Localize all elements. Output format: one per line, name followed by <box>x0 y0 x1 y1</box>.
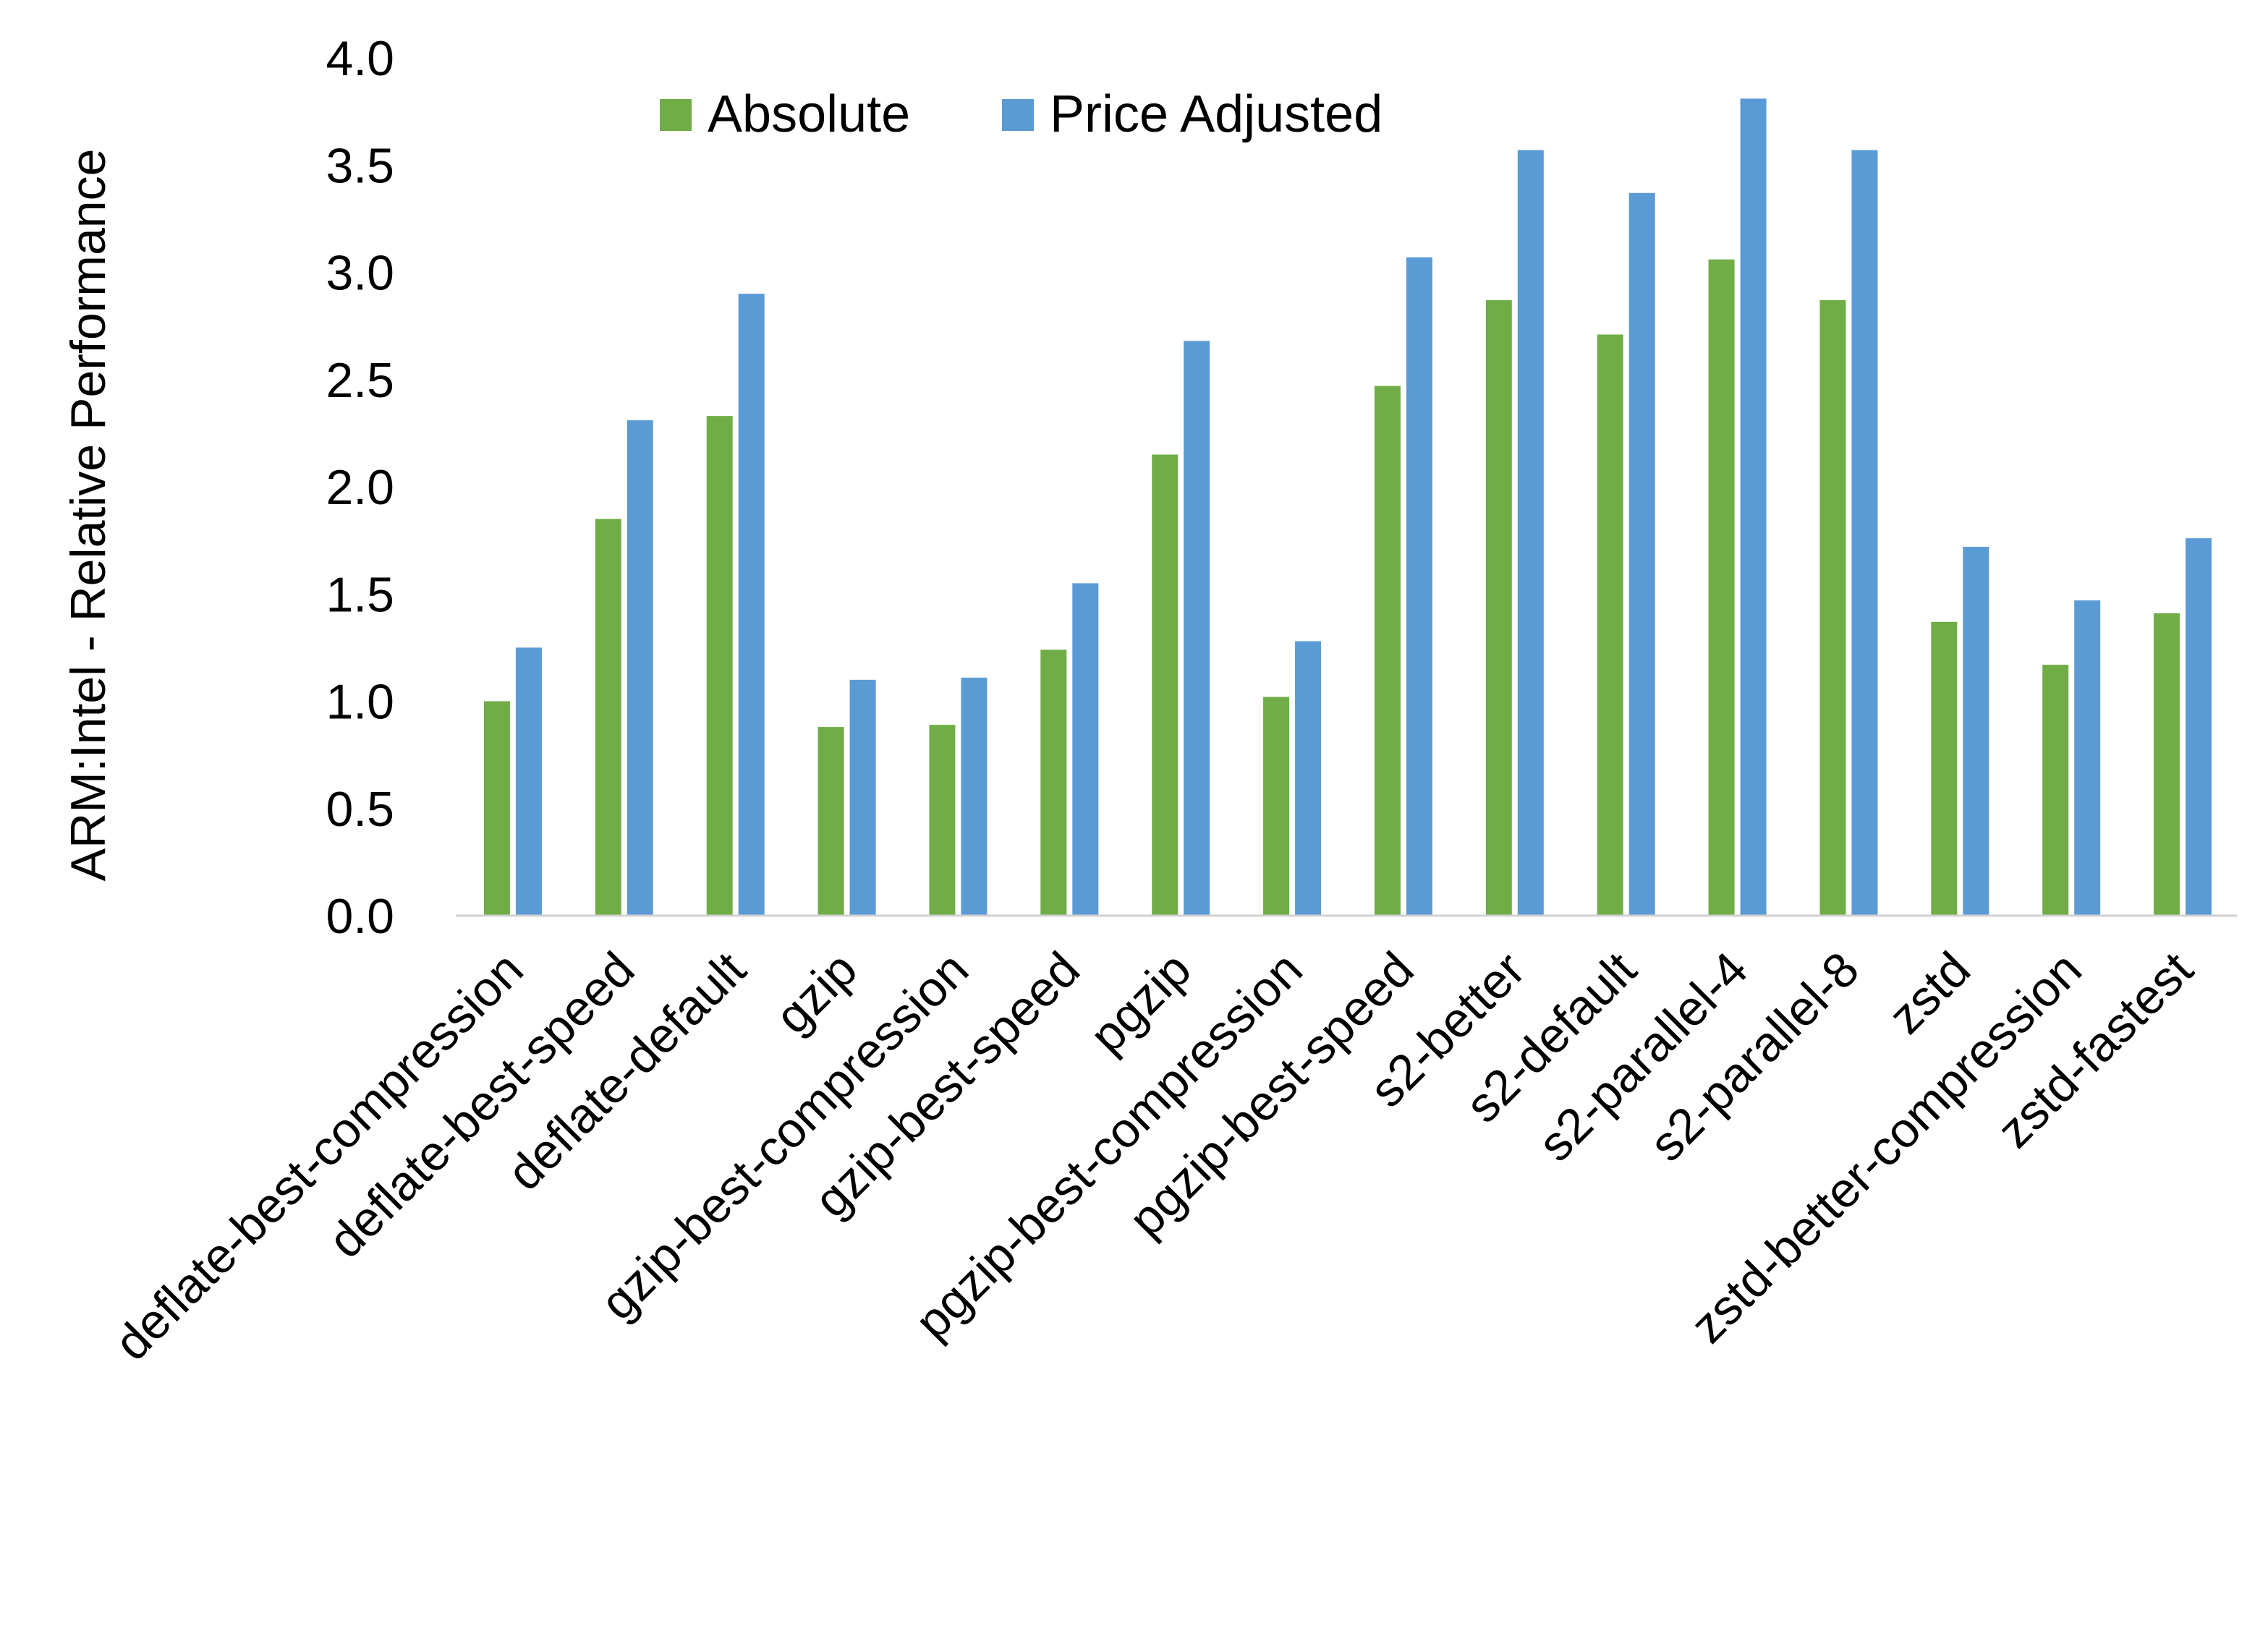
bar-absolute <box>929 725 956 916</box>
y-tick-label: 1.0 <box>326 675 394 730</box>
y-tick-label: 1.5 <box>326 567 394 622</box>
bar-price-adjusted <box>1963 547 1989 916</box>
bar-price-adjusted <box>2074 600 2101 916</box>
legend-swatch <box>660 99 692 131</box>
bar-price-adjusted <box>1517 150 1544 916</box>
bar-absolute <box>2154 613 2180 916</box>
bar-price-adjusted <box>1295 641 1322 916</box>
legend-swatch <box>1002 99 1034 131</box>
bar-price-adjusted <box>961 677 988 916</box>
bar-absolute <box>706 416 733 916</box>
bar-absolute <box>1485 300 1512 916</box>
bar-absolute <box>1152 454 1178 916</box>
bar-absolute <box>1708 259 1735 916</box>
y-tick-label: 2.0 <box>326 460 394 515</box>
bar-absolute <box>1263 697 1290 916</box>
bar-absolute <box>1040 649 1067 916</box>
legend-label: Price Adjusted <box>1050 85 1383 143</box>
bar-price-adjusted <box>515 647 542 916</box>
y-tick-label: 4.0 <box>326 31 394 86</box>
bar-absolute <box>817 727 844 916</box>
bar-absolute <box>1597 334 1623 916</box>
legend: Absolute Price Adjusted <box>660 85 1383 143</box>
bar-price-adjusted <box>627 420 653 916</box>
bar-price-adjusted <box>738 294 765 916</box>
bar-price-adjusted <box>1740 98 1767 916</box>
bar-price-adjusted <box>1628 192 1655 916</box>
x-tick-label: deflate-best-compression <box>104 942 534 1371</box>
y-tick-label: 0.0 <box>326 889 394 944</box>
legend-label: Absolute <box>708 85 910 143</box>
bar-absolute <box>1931 621 1958 916</box>
y-tick-label: 3.5 <box>326 138 394 193</box>
y-tick-label: 2.5 <box>326 353 394 408</box>
bar-price-adjusted <box>2186 538 2212 916</box>
bar-absolute <box>2042 665 2069 916</box>
y-tick-label: 0.5 <box>326 782 394 837</box>
bar-price-adjusted <box>1406 257 1432 916</box>
bar-absolute <box>1374 386 1401 916</box>
bar-price-adjusted <box>1184 341 1210 916</box>
bar-price-adjusted <box>1072 583 1099 916</box>
y-axis-title: ARM:Intel - Relative Performance <box>61 149 116 882</box>
bar-price-adjusted <box>849 679 876 916</box>
bar-absolute <box>1819 300 1846 916</box>
y-tick-label: 3.0 <box>326 246 394 301</box>
bar-price-adjusted <box>1851 150 1878 916</box>
bar-absolute <box>483 701 510 916</box>
bar-absolute <box>595 519 621 916</box>
